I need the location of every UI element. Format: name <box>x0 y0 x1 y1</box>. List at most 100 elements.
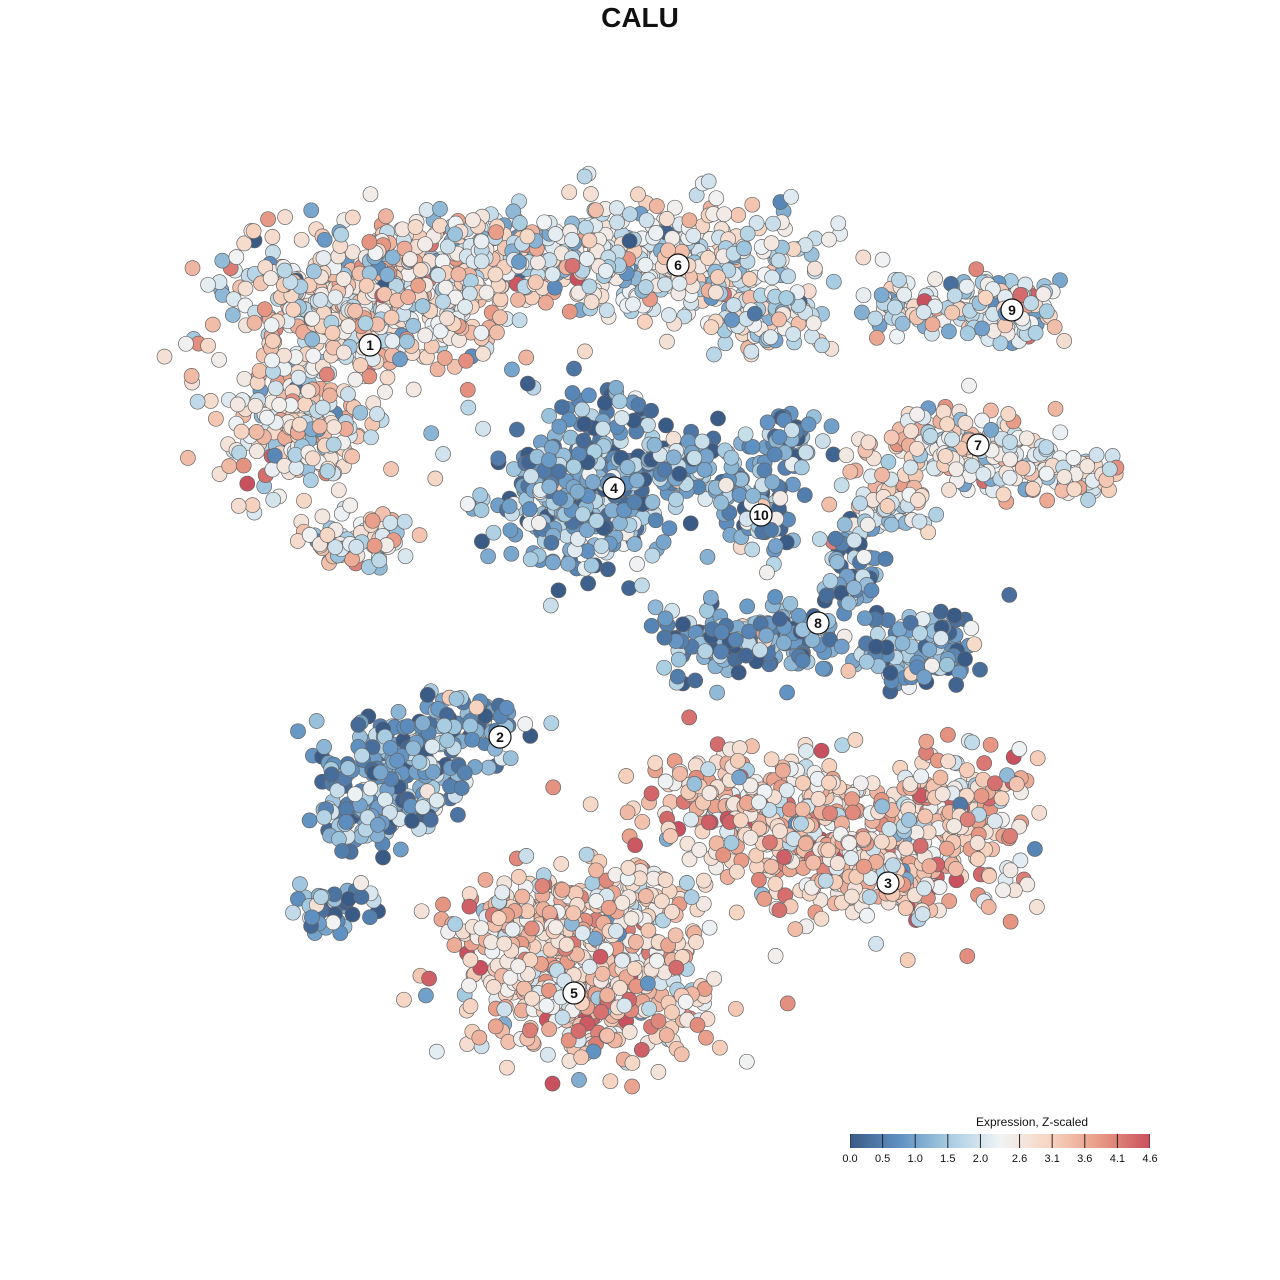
data-point <box>291 416 308 433</box>
data-point <box>379 266 396 283</box>
data-point <box>814 337 830 354</box>
data-point <box>1046 319 1063 335</box>
data-point <box>608 379 624 396</box>
data-point <box>638 888 654 904</box>
data-point <box>362 909 378 926</box>
legend-tick-label: 2.0 <box>972 1153 989 1165</box>
data-point <box>664 904 680 920</box>
data-point <box>468 699 485 716</box>
data-point <box>1001 469 1018 486</box>
data-point <box>829 554 846 570</box>
data-point <box>941 893 958 909</box>
data-point <box>379 369 396 386</box>
data-point <box>815 660 831 677</box>
data-point <box>264 352 280 369</box>
data-point <box>569 483 586 500</box>
data-point <box>833 638 850 655</box>
legend-title: Expression, Z-scaled <box>976 1115 1089 1129</box>
data-point <box>916 669 933 686</box>
data-point <box>823 418 840 435</box>
data-point <box>689 1017 706 1033</box>
data-point <box>593 538 610 554</box>
cluster-label-7: 7 <box>966 433 990 457</box>
data-point <box>805 315 822 332</box>
data-point <box>874 467 890 483</box>
data-point <box>679 875 695 891</box>
data-point <box>560 555 577 572</box>
data-point <box>794 801 811 818</box>
data-point <box>677 993 694 1010</box>
data-point <box>547 919 564 936</box>
data-point <box>909 406 926 423</box>
data-point <box>874 251 891 268</box>
data-point <box>775 762 791 779</box>
data-point <box>411 754 428 770</box>
data-point <box>472 487 489 503</box>
data-point <box>673 1046 690 1063</box>
data-point <box>637 257 654 273</box>
data-point <box>855 830 872 847</box>
data-point <box>946 818 962 834</box>
data-point <box>224 307 241 323</box>
data-point <box>647 755 664 771</box>
data-point <box>304 909 320 926</box>
data-point <box>891 272 907 288</box>
data-point <box>347 303 363 319</box>
data-point <box>522 1022 538 1039</box>
data-point <box>1101 461 1118 478</box>
data-point <box>917 808 934 825</box>
data-point <box>414 298 431 314</box>
data-point <box>534 878 551 894</box>
data-point <box>630 396 647 413</box>
data-point <box>399 718 416 735</box>
data-point <box>668 959 685 976</box>
data-point <box>683 811 699 828</box>
data-point <box>407 219 424 235</box>
data-point <box>855 249 872 266</box>
data-point <box>1038 465 1055 482</box>
data-point <box>435 896 451 913</box>
data-point <box>894 635 911 652</box>
data-point <box>877 551 894 567</box>
data-point <box>608 923 624 939</box>
data-point <box>1001 587 1018 603</box>
data-point <box>939 840 955 857</box>
data-point <box>738 1053 755 1070</box>
data-point <box>267 380 284 397</box>
data-point <box>316 809 332 826</box>
data-point <box>1066 481 1083 498</box>
data-point <box>369 406 385 422</box>
data-point <box>728 1000 744 1017</box>
data-point <box>594 965 611 982</box>
data-point <box>622 206 638 223</box>
data-point <box>629 556 645 572</box>
data-point <box>838 447 855 464</box>
data-point <box>576 416 593 432</box>
cluster-label-text: 8 <box>814 615 822 631</box>
data-point <box>600 561 616 578</box>
data-point <box>899 952 916 968</box>
data-point <box>543 715 560 732</box>
data-point <box>245 223 262 239</box>
data-point <box>264 229 281 245</box>
data-point <box>621 580 637 596</box>
data-point <box>725 297 742 313</box>
data-point <box>260 211 276 228</box>
data-point <box>419 687 436 703</box>
data-point <box>738 647 754 664</box>
data-point <box>265 491 282 508</box>
cluster-label-3: 3 <box>876 871 900 895</box>
data-point <box>246 314 263 331</box>
data-point <box>208 410 224 427</box>
data-point <box>574 925 591 941</box>
cluster-label-5: 5 <box>562 981 586 1005</box>
data-point <box>915 304 932 320</box>
data-point <box>787 921 804 937</box>
data-point <box>798 743 814 759</box>
data-point <box>709 684 725 701</box>
data-point <box>314 508 331 525</box>
data-point <box>744 541 761 558</box>
data-point <box>319 366 335 383</box>
data-point <box>779 995 796 1012</box>
data-point <box>995 486 1012 503</box>
